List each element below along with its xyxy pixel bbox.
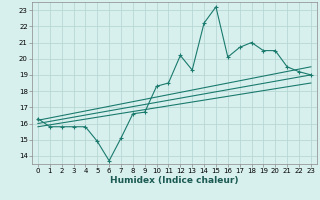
X-axis label: Humidex (Indice chaleur): Humidex (Indice chaleur): [110, 176, 239, 185]
